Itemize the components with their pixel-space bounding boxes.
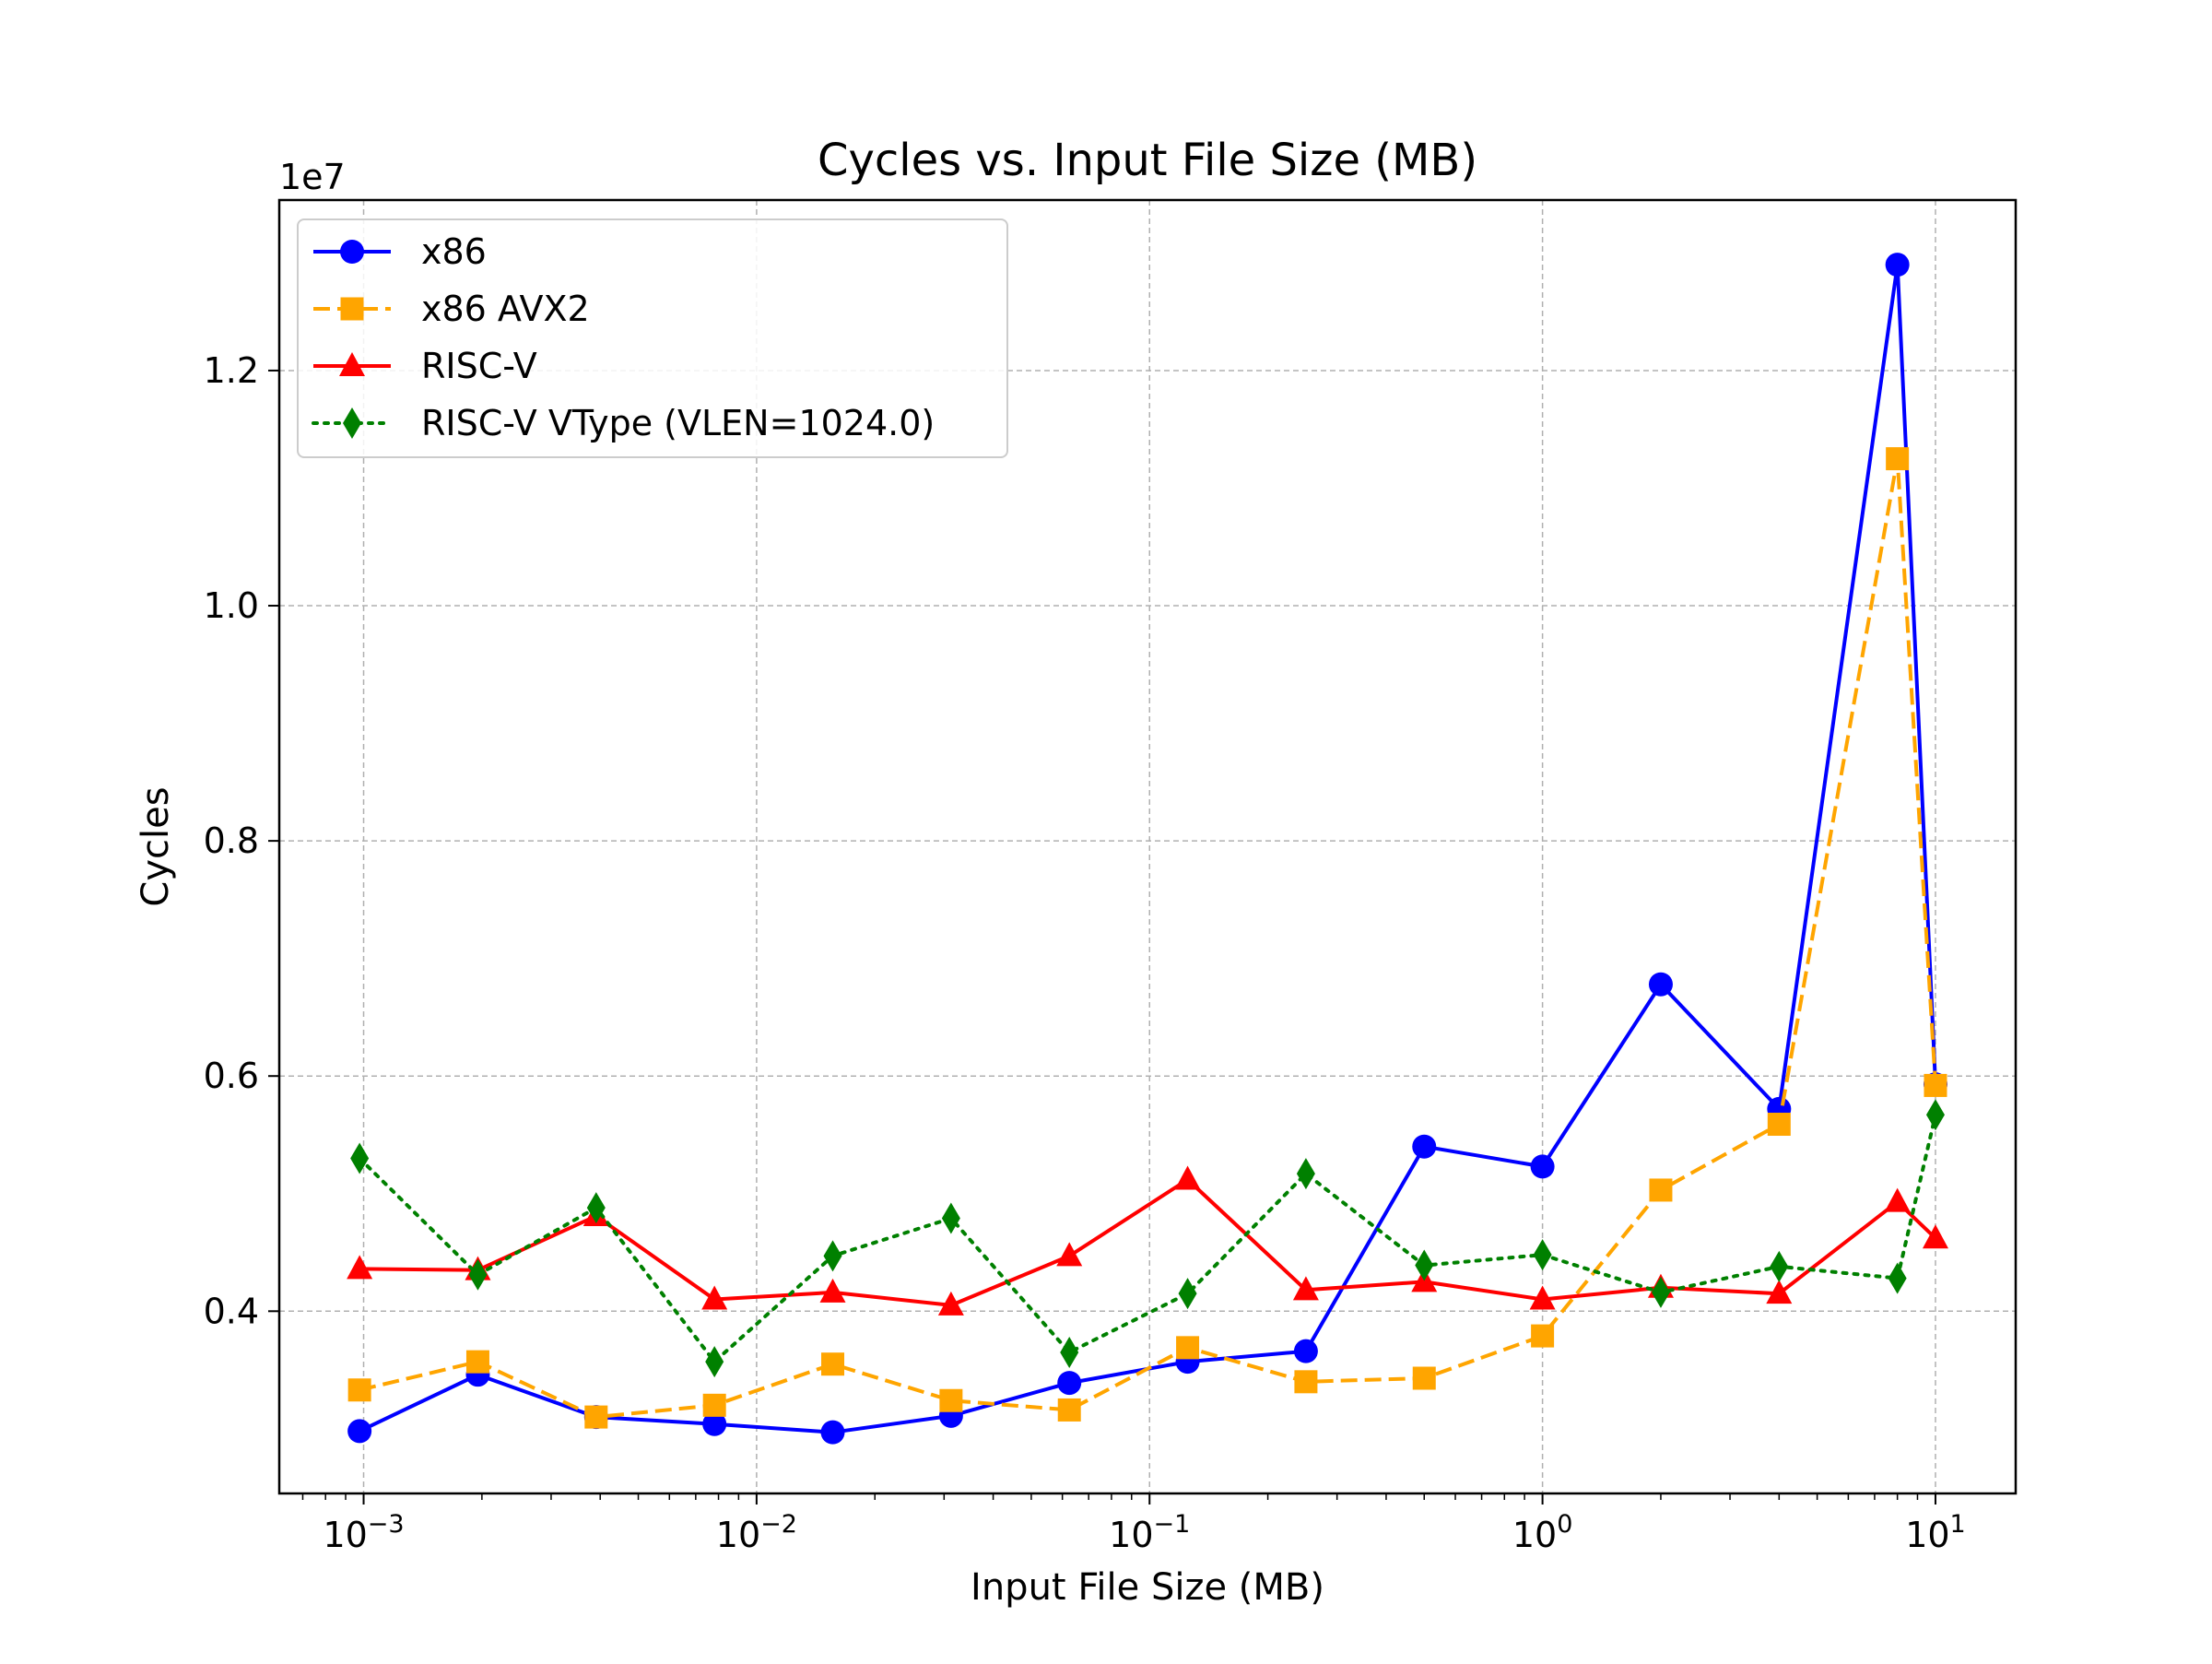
data-point xyxy=(821,1352,845,1376)
series-2 xyxy=(347,1165,1948,1316)
data-point xyxy=(584,1405,608,1429)
data-point xyxy=(1294,1370,1318,1394)
data-point xyxy=(1651,1276,1670,1308)
data-point xyxy=(1888,1262,1907,1294)
y-axis-label: Cycles xyxy=(135,786,177,906)
chart-title: Cycles vs. Input File Size (MB) xyxy=(818,135,1477,186)
legend-label: RISC-V VType (VLEN=1024.0) xyxy=(421,403,935,443)
data-point xyxy=(1530,1154,1555,1179)
data-point xyxy=(1533,1239,1552,1271)
legend-item: RISC-V VType (VLEN=1024.0) xyxy=(312,403,935,443)
data-point xyxy=(347,1378,371,1402)
data-point xyxy=(1178,1278,1197,1310)
data-point xyxy=(1648,972,1673,997)
y-tick-label: 1.2 xyxy=(204,350,259,391)
data-point xyxy=(1529,1285,1556,1310)
x-axis-label: Input File Size (MB) xyxy=(971,1566,1324,1609)
data-point xyxy=(347,1419,372,1444)
data-point xyxy=(1766,1280,1793,1304)
data-point xyxy=(465,1350,489,1374)
legend-marker xyxy=(340,297,364,321)
data-point xyxy=(586,1192,606,1224)
legend-marker xyxy=(339,352,365,376)
data-point xyxy=(1924,1073,1947,1097)
series-line xyxy=(358,1113,1937,1364)
y-tick-label: 0.6 xyxy=(204,1056,259,1096)
legend-label: RISC-V xyxy=(421,346,537,386)
legend-box xyxy=(297,218,1008,458)
y-tick-label: 1.0 xyxy=(204,585,259,626)
y-axis-offset-label: 1e7 xyxy=(279,157,346,197)
data-point xyxy=(1649,1178,1673,1202)
data-point xyxy=(350,1142,370,1174)
data-point xyxy=(702,1411,727,1436)
y-tick-label: 0.8 xyxy=(204,820,259,861)
data-point xyxy=(701,1285,728,1310)
legend-label: x86 AVX2 xyxy=(421,289,590,329)
data-point xyxy=(468,1258,488,1291)
data-point xyxy=(1057,1371,1082,1396)
plot-frame xyxy=(277,198,2018,1495)
data-point xyxy=(1176,1336,1200,1360)
legend-label: x86 xyxy=(421,231,487,272)
legend-marker xyxy=(343,407,361,439)
data-point xyxy=(937,1291,964,1316)
data-point xyxy=(819,1278,846,1303)
y-axis-ticks: 0.4 0.6 0.8 1.0 1.2 xyxy=(204,350,279,1331)
data-point xyxy=(1292,1276,1319,1301)
data-point xyxy=(939,1388,963,1412)
data-point xyxy=(1415,1249,1434,1281)
data-point xyxy=(823,1240,842,1272)
series-3 xyxy=(350,1099,1945,1378)
y-tick-label: 0.4 xyxy=(204,1291,259,1331)
x-tick-label: 100 xyxy=(1512,1510,1573,1555)
data-point xyxy=(705,1346,724,1378)
legend-item: RISC-V xyxy=(313,346,537,386)
data-point xyxy=(702,1393,726,1417)
data-point xyxy=(1174,1165,1201,1190)
data-point xyxy=(1057,1398,1081,1422)
data-point xyxy=(1770,1250,1789,1282)
legend-marker xyxy=(340,240,364,264)
data-point xyxy=(1296,1158,1315,1190)
data-point xyxy=(1060,1336,1079,1368)
data-point xyxy=(1885,253,1910,277)
data-point xyxy=(1412,1134,1437,1159)
data-point xyxy=(1884,1187,1911,1212)
data-point xyxy=(1531,1324,1555,1348)
x-tick-label: 10−2 xyxy=(716,1510,797,1555)
legend-item: x86 xyxy=(313,231,487,272)
data-point xyxy=(1412,1366,1436,1390)
x-tick-label: 10−3 xyxy=(323,1510,404,1555)
x-axis-ticks: 10−3 10−2 10−1 100 101 xyxy=(323,1493,1966,1555)
legend-item: x86 AVX2 xyxy=(313,289,590,329)
x-tick-label: 101 xyxy=(1905,1510,1966,1555)
x-tick-label: 10−1 xyxy=(1109,1510,1190,1555)
data-point xyxy=(1925,1099,1945,1131)
data-point xyxy=(1922,1224,1948,1249)
data-point xyxy=(941,1202,960,1234)
data-point xyxy=(820,1420,845,1445)
data-point xyxy=(347,1255,373,1280)
series-layer xyxy=(347,253,1948,1445)
series-1 xyxy=(347,447,1947,1429)
data-point xyxy=(1767,1113,1791,1137)
legend: x86 x86 AVX2 RISC-V RISC-V VType (VLEN=1024… xyxy=(297,218,1008,458)
data-point xyxy=(1293,1339,1318,1363)
data-point xyxy=(1056,1242,1083,1267)
data-point xyxy=(1886,447,1910,471)
